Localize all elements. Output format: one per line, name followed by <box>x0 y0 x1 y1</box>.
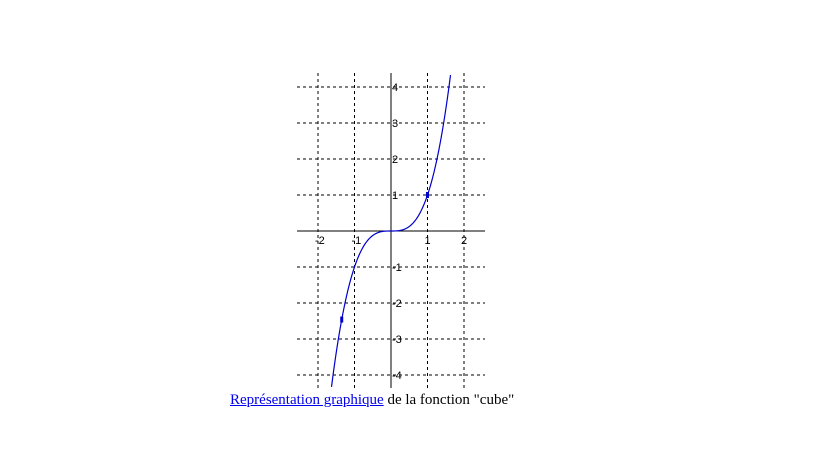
x-tick-label: -2 <box>315 235 325 247</box>
y-tick-label: 3 <box>392 118 398 130</box>
tick-labels: -2 -1 1 2 -4 -3 -2 -1 1 2 3 4 <box>315 82 467 382</box>
x-tick-label: 2 <box>461 235 467 247</box>
curve-point-marker <box>426 192 429 198</box>
chart-caption: Représentation graphique de la fonction … <box>230 392 514 409</box>
curve-point-marker <box>340 316 344 323</box>
y-tick-label: 4 <box>392 82 398 94</box>
caption-link[interactable]: Représentation graphique <box>230 392 384 408</box>
y-tick-label: 2 <box>392 154 398 166</box>
cube-curve-series <box>330 75 452 387</box>
y-tick-label: -3 <box>392 334 402 346</box>
x-tick-label: 1 <box>425 235 431 247</box>
y-tick-label: -2 <box>392 298 402 310</box>
x-tick-label: -1 <box>352 235 362 247</box>
caption-text: de la fonction "cube" <box>383 392 515 408</box>
y-tick-label: 1 <box>392 190 398 202</box>
y-tick-label: -4 <box>392 370 402 382</box>
y-tick-label: -1 <box>392 262 402 274</box>
curve-layer <box>330 75 452 387</box>
